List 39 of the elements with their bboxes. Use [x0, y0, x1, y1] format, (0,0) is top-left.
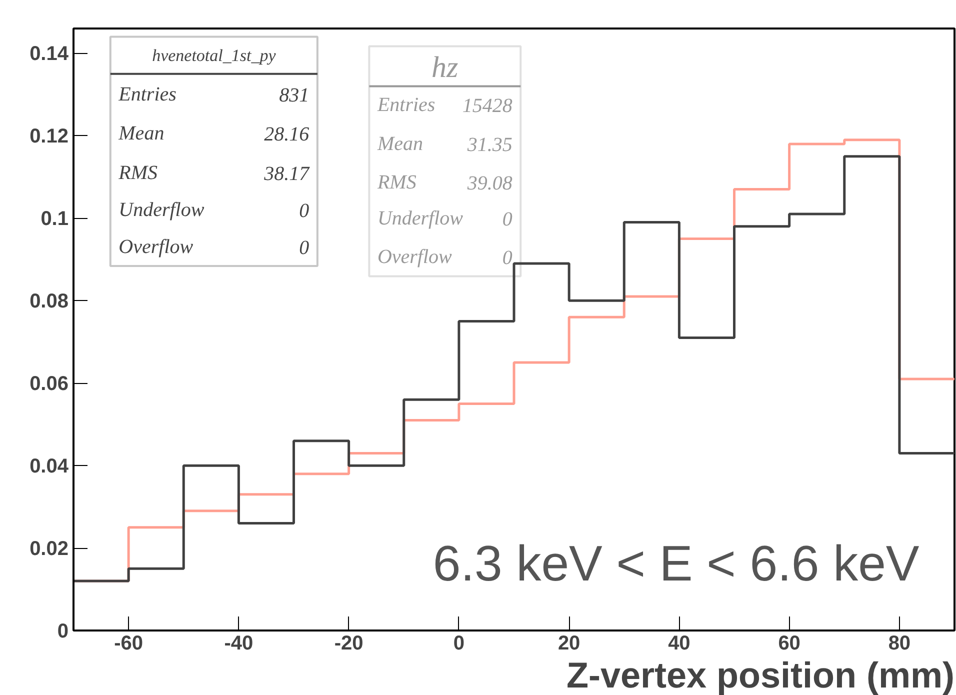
- annotation: hvenetotal_1st_py: [152, 46, 276, 65]
- annotation: 31.35: [466, 134, 512, 156]
- y-tick-label: 0.08: [30, 290, 69, 313]
- annotation: 0: [502, 208, 512, 231]
- annotation: Overflow: [118, 236, 194, 258]
- y-tick-label: 0.02: [30, 538, 69, 560]
- annotation: hz: [432, 51, 459, 84]
- annotation: 39.08: [466, 172, 512, 194]
- x-tick-label: -60: [114, 632, 144, 654]
- annotation: 28.16: [264, 124, 310, 146]
- annotation: 0: [299, 237, 310, 260]
- x-tick-label: -20: [334, 632, 364, 654]
- annotation: Mean: [118, 122, 164, 145]
- annotation: Underflow: [118, 198, 205, 221]
- annotation: Mean: [376, 132, 423, 155]
- annotation: 6.3 keV < E < 6.6 keV: [432, 535, 920, 592]
- annotation: 831: [279, 84, 310, 106]
- y-tick-label: 0.14: [30, 43, 70, 66]
- y-tick-label: 0.1: [40, 208, 69, 230]
- x-tick-label: 20: [558, 632, 580, 654]
- y-tick-label: 0.04: [30, 456, 70, 478]
- annotation: 0: [502, 246, 512, 269]
- annotation: Entries: [376, 94, 436, 116]
- annotation: Overflow: [377, 246, 453, 268]
- x-axis-title: Z-vertex position (mm): [566, 654, 955, 695]
- annotation: 15428: [462, 94, 512, 117]
- x-tick-label: 40: [668, 632, 690, 654]
- annotation: 38.17: [263, 162, 310, 185]
- x-tick-label: 60: [778, 632, 800, 654]
- x-tick-label: 0: [453, 632, 464, 654]
- annotation: Entries: [118, 83, 177, 106]
- annotation: 0: [299, 200, 310, 222]
- x-tick-label: -40: [224, 632, 254, 654]
- annotation: RMS: [376, 171, 416, 194]
- y-tick-label: 0.12: [30, 126, 69, 148]
- annotation: Underflow: [377, 208, 464, 230]
- annotation: RMS: [118, 162, 158, 184]
- x-tick-label: 80: [888, 632, 911, 654]
- y-tick-label: 0.06: [30, 373, 69, 396]
